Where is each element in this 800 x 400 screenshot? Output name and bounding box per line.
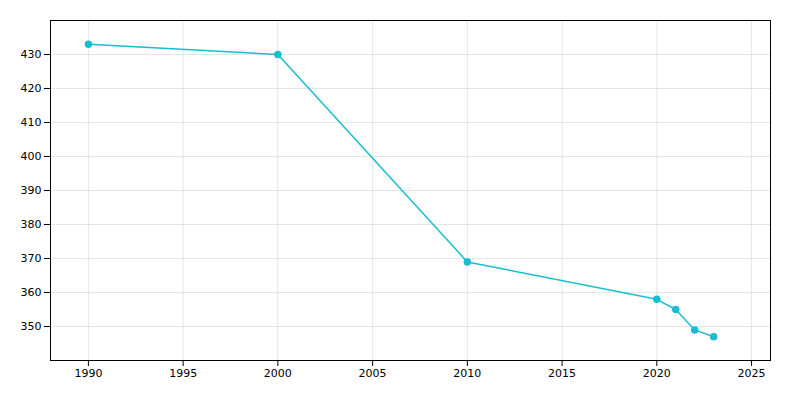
svg-text:390: 390 (21, 184, 42, 197)
svg-text:1995: 1995 (169, 367, 197, 380)
svg-text:2025: 2025 (738, 367, 766, 380)
svg-text:370: 370 (21, 252, 42, 265)
svg-text:410: 410 (21, 116, 42, 129)
svg-text:430: 430 (21, 48, 42, 61)
svg-text:2005: 2005 (359, 367, 387, 380)
svg-text:2010: 2010 (453, 367, 481, 380)
svg-text:400: 400 (21, 150, 42, 163)
svg-text:360: 360 (21, 286, 42, 299)
svg-text:2015: 2015 (548, 367, 576, 380)
svg-text:420: 420 (21, 82, 42, 95)
svg-text:380: 380 (21, 218, 42, 231)
svg-text:2000: 2000 (264, 367, 292, 380)
svg-text:2020: 2020 (643, 367, 671, 380)
svg-text:350: 350 (21, 320, 42, 333)
svg-text:1990: 1990 (74, 367, 102, 380)
